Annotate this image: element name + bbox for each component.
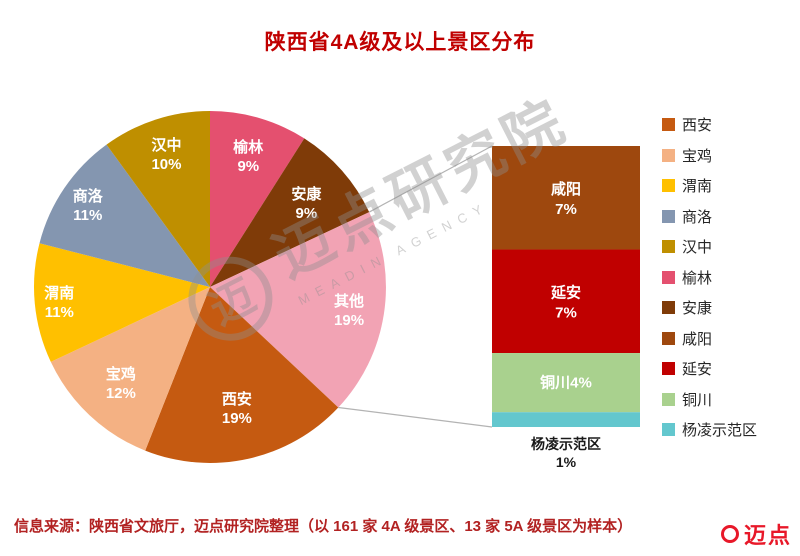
pie-slice-渭南 [33,243,211,362]
legend-item-渭南: 渭南 [662,175,757,196]
bar-segment-铜川 [492,353,640,413]
legend-swatch-icon [662,301,675,314]
brand-name: 迈点 [743,523,792,548]
pie-slice-汉中 [106,110,210,287]
pie-label-安康: 安康 9% [291,185,322,222]
legend-item-西安: 西安 [662,114,757,135]
pie-label-其他: 其他 19% [334,292,364,329]
legend-item-汉中: 汉中 [662,236,757,257]
legend-label: 渭南 [682,178,713,195]
brand-circle-icon [720,525,739,543]
legend-label: 宝鸡 [682,147,713,165]
bar-label-杨凌示范区: 杨凌示范区 1% [531,436,601,470]
pie-label-商洛: 商洛 11% [73,187,104,224]
legend-label: 商洛 [682,208,713,226]
bar-label-铜川: 铜川4% [540,374,592,392]
legend-label: 杨凌示范区 [682,422,758,439]
legend-swatch-icon [662,118,675,131]
legend-label: 汉中 [682,239,713,256]
bar-segment-咸阳 [492,146,640,250]
legend-label: 安康 [682,300,713,317]
legend-swatch-icon [662,331,675,345]
legend-label: 铜川 [682,391,713,409]
legend-swatch-icon [662,209,675,223]
pie-slice-榆林 [210,111,305,287]
legend-swatch-icon [662,392,675,406]
bar-label-咸阳: 咸阳 7% [551,180,581,218]
legend-item-榆林: 榆林 [662,267,757,288]
legend-item-商洛: 商洛 [662,206,757,227]
pie-slice-商洛 [39,144,210,287]
legend-label: 西安 [682,117,713,134]
bar-segment-延安 [492,249,640,354]
pie-slice-其他 [210,212,386,408]
legend-label: 榆林 [682,269,713,287]
source-note: 信息来源：陕西省文旅厅，迈点研究院整理（以 161 家 4A 级景区、13 家 … [14,518,633,535]
legend-item-延安: 延安 [662,358,757,379]
callout-line-bottom [338,406,493,428]
bar-segment-杨凌示范区 [492,412,640,427]
legend-item-杨凌示范区: 杨凌示范区 [662,419,757,440]
legend-label: 延安 [682,361,713,378]
legend-swatch-icon [662,179,675,192]
callout-line-top [368,145,493,213]
pie-slice-西安 [145,287,339,463]
pie-label-渭南: 渭南 11% [44,284,74,321]
legend-swatch-icon [662,270,675,284]
pie-slice-安康 [210,138,370,287]
legend-swatch-icon [662,240,675,253]
pie-label-榆林: 榆林 9% [233,138,264,175]
legend-label: 咸阳 [682,330,713,348]
legend-swatch-icon [662,148,675,162]
legend-item-宝鸡: 宝鸡 [662,145,757,166]
pie-label-西安: 西安 19% [222,390,252,427]
legend-swatch-icon [662,423,675,436]
brand-logo: 迈点 [720,518,792,550]
chart-title: 陕西省4A级及以上景区分布 [264,31,536,54]
pie-label-汉中: 汉中 10% [151,136,181,173]
bar-label-延安: 延安 7% [550,283,581,321]
legend-item-铜川: 铜川 [662,389,757,410]
chart-legend: 西安宝鸡渭南商洛汉中榆林安康咸阳延安铜川杨凌示范区 [662,114,757,440]
legend-item-安康: 安康 [662,297,757,318]
legend-item-咸阳: 咸阳 [662,328,757,349]
pie-label-宝鸡: 宝鸡 12% [106,365,136,402]
pie-slice-宝鸡 [50,287,210,451]
legend-swatch-icon [662,362,675,375]
